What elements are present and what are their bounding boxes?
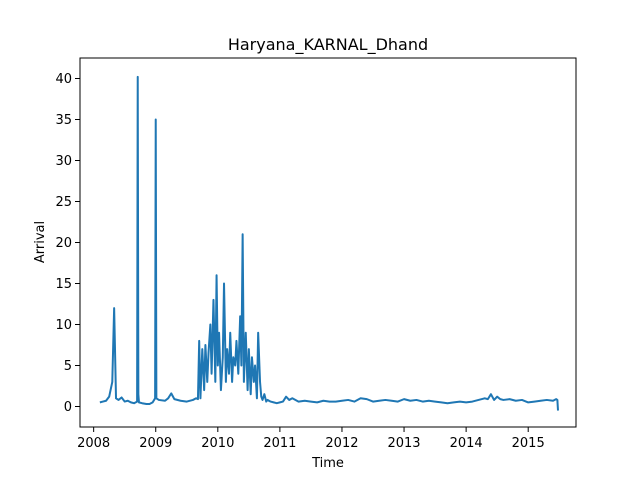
x-axis: 2008 2009 2010 2011 2012 2013 2014 2015 xyxy=(77,427,545,451)
x-tick-label: 2008 xyxy=(77,436,110,451)
y-tick-label: 5 xyxy=(64,359,72,374)
y-tick-label: 15 xyxy=(55,277,72,292)
series-line-0 xyxy=(99,75,559,411)
y-axis-label: Arrival xyxy=(33,221,48,263)
x-axis-label: Time xyxy=(311,456,344,471)
y-tick-label: 40 xyxy=(55,72,72,87)
x-tick-label: 2012 xyxy=(325,436,358,451)
x-tick-label: 2010 xyxy=(201,436,234,451)
x-tick-label: 2014 xyxy=(450,436,483,451)
x-tick-label: 2011 xyxy=(263,436,296,451)
y-tick-label: 10 xyxy=(55,318,72,333)
y-tick-label: 20 xyxy=(55,236,72,251)
plot-area xyxy=(79,57,577,428)
y-axis: 0 5 10 15 20 25 30 35 40 xyxy=(55,72,80,415)
y-tick-label: 30 xyxy=(55,154,72,169)
series-layer xyxy=(99,75,559,411)
x-tick-label: 2009 xyxy=(139,436,172,451)
chart-title: Haryana_KARNAL_Dhand xyxy=(228,35,428,55)
x-tick-label: 2015 xyxy=(512,436,545,451)
y-tick-label: 0 xyxy=(64,400,72,415)
x-tick-label: 2013 xyxy=(387,436,420,451)
y-tick-label: 35 xyxy=(55,113,72,128)
y-tick-label: 25 xyxy=(55,195,72,210)
